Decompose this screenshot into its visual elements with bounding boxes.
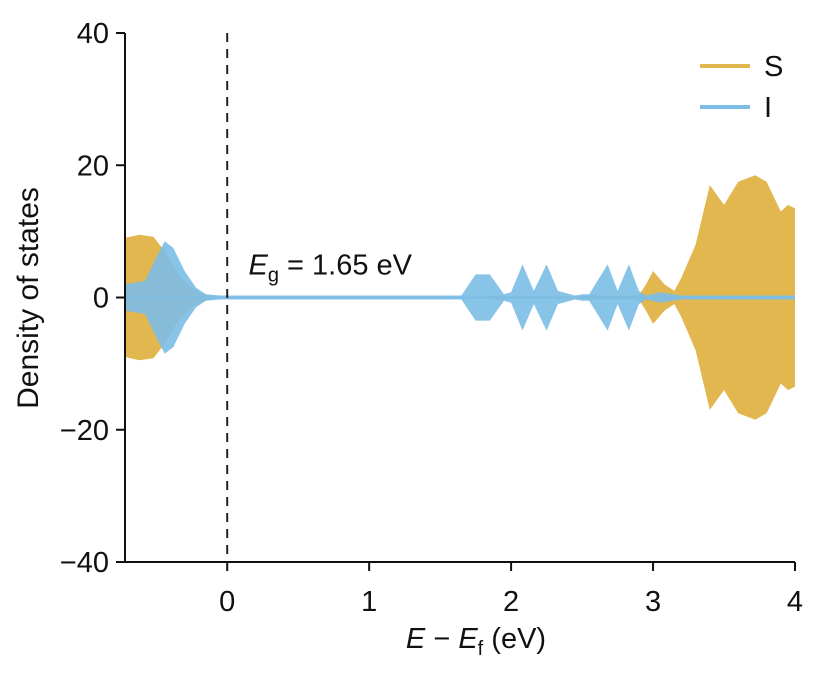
plot-areas (125, 175, 795, 420)
legend-label-i: I (764, 92, 772, 124)
x-label-symbol: E (406, 623, 426, 655)
legend-label-s: S (764, 51, 783, 83)
annotation-value: = 1.65 eV (279, 249, 413, 281)
y-tick-label: 0 (93, 283, 109, 315)
x-label-symbol-2: E (458, 623, 478, 655)
x-tick-label: 4 (787, 586, 803, 618)
x-tick-label: 3 (645, 586, 661, 618)
annotation-subscript: g (268, 264, 279, 286)
x-label-minus: − (425, 623, 458, 655)
x-tick-label: 1 (361, 586, 377, 618)
legend: SI (700, 51, 783, 124)
x-axis-label: E − Ef (eV) (406, 623, 546, 660)
y-tick-label: −20 (60, 415, 109, 447)
y-tick-label: 40 (77, 18, 109, 50)
y-tick-label: 20 (77, 150, 109, 182)
y-axis-label: Density of states (12, 187, 45, 409)
axes (116, 32, 796, 571)
annotation-symbol: E (248, 249, 268, 281)
bandgap-annotation: Eg = 1.65 eV (248, 249, 412, 286)
x-label-unit: (eV) (483, 623, 546, 655)
x-tick-label: 2 (503, 586, 519, 618)
y-tick-label: −40 (60, 547, 109, 579)
x-tick-label: 0 (219, 586, 235, 618)
tick-labels: 0 1 2 3 4 −40 −20 0 20 40 (60, 18, 803, 618)
x-label-subscript: f (478, 638, 484, 660)
